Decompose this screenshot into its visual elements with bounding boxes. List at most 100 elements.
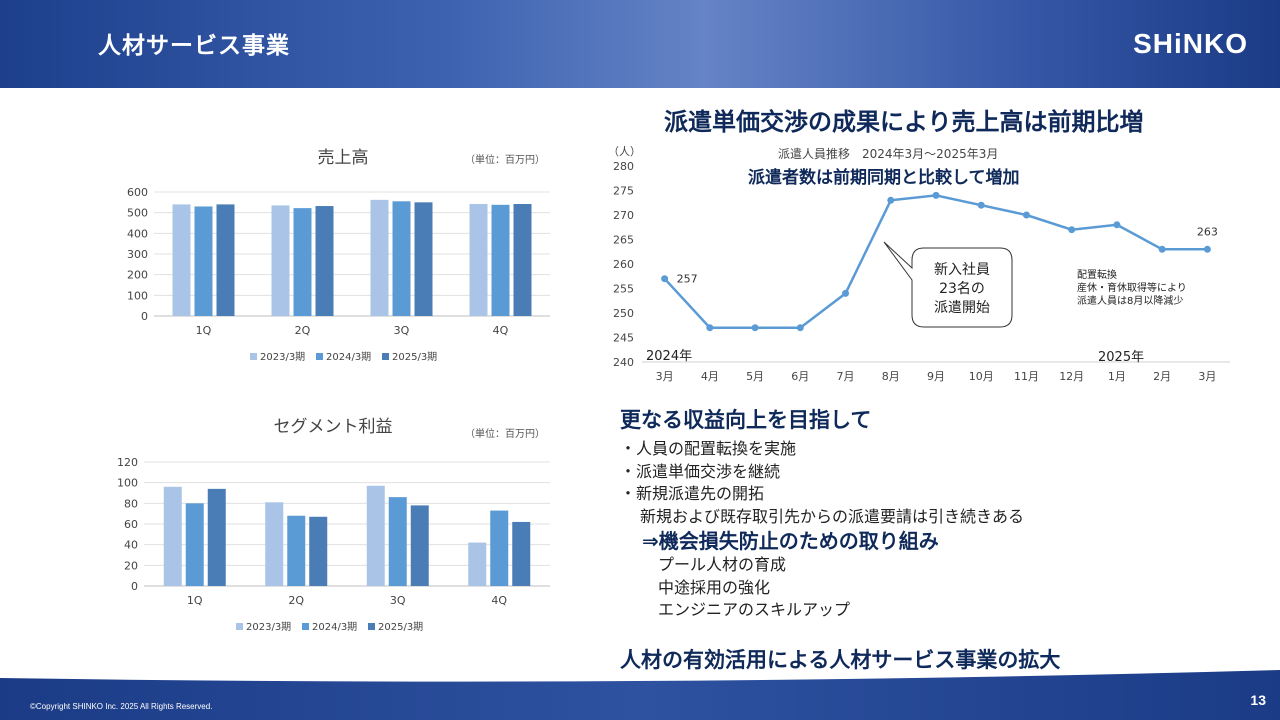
data-point <box>887 196 895 204</box>
y-tick-label: 40 <box>124 539 138 552</box>
legend-label: 2023/3期 <box>246 621 291 633</box>
data-label: 257 <box>677 273 698 286</box>
chart-title: 派遣者数は前期同期と比較して増加 <box>748 167 1020 188</box>
data-point <box>1203 245 1211 253</box>
chart-subtitle: 派遣人員推移 2024年3月～2025年3月 <box>778 146 998 161</box>
bullet-item: ・人員の配置転換を実施 <box>620 439 797 458</box>
bar <box>490 510 509 586</box>
footer-band <box>0 670 1280 720</box>
x-tick-label: 10月 <box>969 370 994 383</box>
bar <box>414 202 433 316</box>
legend-label: 2025/3期 <box>378 621 423 633</box>
bar <box>392 201 411 316</box>
x-tick-label: 9月 <box>927 370 945 383</box>
y-tick-label: 250 <box>613 307 634 320</box>
x-tick-label: 2月 <box>1153 370 1171 383</box>
bar <box>287 515 306 586</box>
strategy-heading: 更なる収益向上を目指して <box>620 408 872 432</box>
callout-line-2: 23名の <box>939 281 985 297</box>
x-tick-label: 1Q <box>196 324 212 337</box>
y-tick-label: 100 <box>117 477 138 490</box>
y-tick-label: 120 <box>117 456 138 469</box>
segment-profit-bar-chart: セグメント利益 （単位：百万円） 0 20 40 60 80 100 120 1Q 2Q 3Q 4… <box>117 417 550 633</box>
note-line-3: 派遣人員は8月以降減少 <box>1077 294 1183 307</box>
x-tick-label: 4Q <box>493 324 509 337</box>
measure-item: 中途採用の強化 <box>658 577 771 597</box>
y-tick-label: 600 <box>127 186 148 199</box>
callout-box: 新入社員 23名の 派遣開始 <box>883 241 1013 328</box>
chart-title: セグメント利益 <box>274 417 393 437</box>
year-label-end: 2025年 <box>1098 350 1144 365</box>
company-logo: SHiNKO <box>1133 28 1248 59</box>
x-tick-label: 11月 <box>1014 370 1039 383</box>
data-point <box>1158 245 1166 253</box>
x-tick-label: 1月 <box>1108 370 1126 383</box>
data-point <box>842 289 850 297</box>
y-tick-label: 20 <box>124 559 138 572</box>
y-tick-label: 80 <box>124 497 138 510</box>
legend-swatch <box>316 353 323 360</box>
legend-swatch <box>236 623 243 630</box>
bullet-item: ・新規派遣先の開拓 <box>620 484 765 503</box>
legend-label: 2023/3期 <box>260 351 305 363</box>
x-tick-label: 3月 <box>1198 370 1216 383</box>
y-tick-label: 200 <box>127 269 148 282</box>
bar <box>309 516 328 586</box>
strategy-block: 更なる収益向上を目指して ・人員の配置転換を実施 ・派遣単価交渉を継続 ・新規派… <box>620 404 1260 622</box>
data-point <box>1022 211 1030 219</box>
bar <box>491 204 510 316</box>
data-point <box>932 191 940 199</box>
bar <box>388 497 407 586</box>
x-tick-label: 3Q <box>394 324 410 337</box>
unit-note: （単位：百万円） <box>465 153 545 166</box>
y-tick-label: 300 <box>127 248 148 261</box>
x-tick-label: 5月 <box>746 370 764 383</box>
emphasis-line: ⇒機会損失防止のための取り組み <box>642 529 939 553</box>
note-line-1: 配置転換 <box>1077 269 1117 281</box>
legend-swatch <box>368 623 375 630</box>
chart-title: 売上高 <box>318 148 369 168</box>
bar <box>512 521 531 586</box>
data-point <box>661 275 669 283</box>
y-tick-label: 400 <box>127 227 148 240</box>
y-tick-label: 270 <box>613 209 634 222</box>
y-tick-label: 60 <box>124 518 138 531</box>
x-tick-label: 2Q <box>288 594 304 607</box>
legend-swatch <box>302 623 309 630</box>
bullet-subtext: 新規および既存取引先からの派遣要請は引き続きある <box>640 506 1025 526</box>
bar <box>370 199 389 316</box>
callout-line-3: 派遣開始 <box>934 300 990 316</box>
measure-item: エンジニアのスキルアップ <box>658 600 851 619</box>
bar <box>172 204 191 316</box>
x-tick-label: 3月 <box>656 370 674 383</box>
bar <box>163 486 182 586</box>
page-title: 人材サービス事業 <box>98 33 290 59</box>
legend-swatch <box>382 353 389 360</box>
y-tick-label: 280 <box>613 160 634 173</box>
bar <box>366 485 385 586</box>
bar <box>315 206 334 316</box>
bar <box>469 203 488 316</box>
bar <box>216 204 235 316</box>
x-tick-label: 4月 <box>701 370 719 383</box>
x-tick-label: 12月 <box>1059 370 1084 383</box>
y-unit-label: （人） <box>608 145 641 158</box>
bar <box>271 205 290 316</box>
x-tick-label: 4Q <box>491 594 507 607</box>
x-tick-label: 6月 <box>791 370 809 383</box>
sales-bar-chart: 売上高 （単位：百万円） 0 100 200 300 400 500 600 1Q 2Q 3Q 4… <box>127 148 550 363</box>
copyright: ©Copyright SHINKO Inc. 2025 All Rights R… <box>30 702 213 711</box>
data-point <box>1068 226 1076 234</box>
headline: 派遣単価交渉の成果により売上高は前期比増 <box>664 108 1144 136</box>
year-label-start: 2024年 <box>646 349 692 364</box>
x-tick-label: 7月 <box>837 370 855 383</box>
data-label: 263 <box>1197 225 1218 238</box>
page-number: 13 <box>1250 692 1266 708</box>
note-line-2: 産休・育休取得等により <box>1077 281 1187 294</box>
y-tick-label: 245 <box>613 332 634 345</box>
bar <box>207 488 226 586</box>
callout-line-1: 新入社員 <box>934 262 990 278</box>
x-tick-label: 3Q <box>390 594 406 607</box>
x-tick-label: 8月 <box>882 370 900 383</box>
bar <box>468 542 487 586</box>
